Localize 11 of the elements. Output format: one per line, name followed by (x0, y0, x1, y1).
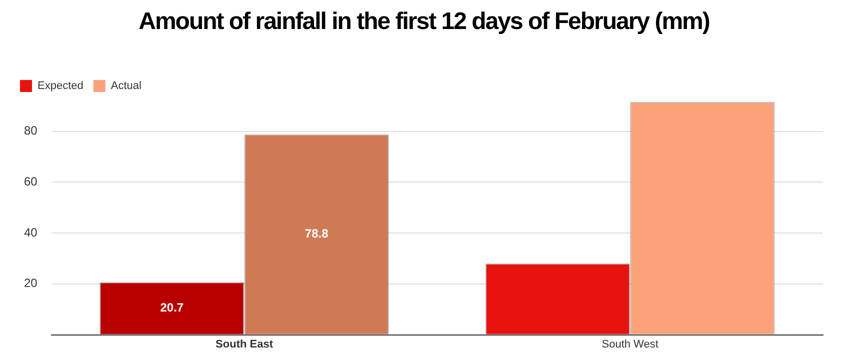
legend-label: Actual (110, 80, 142, 92)
y-tick-label: 80 (24, 124, 38, 138)
chart-title: Amount of rainfall in the first 12 days of February (mm) (138, 8, 710, 37)
y-tick-label: 60 (24, 174, 38, 188)
data-label: 20.7 (160, 300, 184, 315)
x-tick-label: South East (216, 338, 274, 350)
legend-label: Expected (38, 80, 84, 92)
y-tick-label: 20 (24, 276, 38, 290)
y-tick-label: 40 (24, 225, 38, 240)
x-tick-label: South West (602, 338, 658, 350)
data-label: 78.8 (304, 226, 329, 241)
